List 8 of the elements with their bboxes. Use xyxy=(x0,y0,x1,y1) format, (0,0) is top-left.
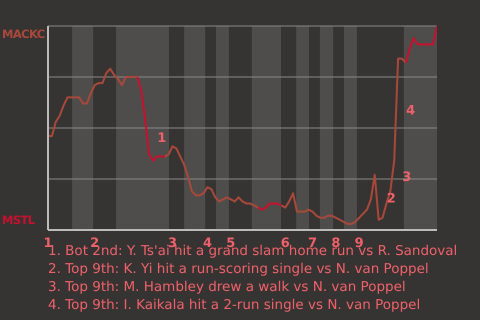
text: 3. Top 9th: M. Hambley drew a walk vs N. van Poppel xyxy=(48,278,407,296)
text: 2. Top 9th: K. Yi hit a run-scoring single vs N. van Poppel xyxy=(48,260,430,278)
annotation: 4 xyxy=(406,104,416,119)
text: 4. Top 9th: I. Kaikala hit a 2-run single vs N. van Poppel xyxy=(48,296,422,314)
text: MACKC xyxy=(2,27,45,41)
text: MSTL xyxy=(2,213,36,227)
annotation: 3 xyxy=(402,170,412,185)
annotation: 1 xyxy=(157,131,166,146)
